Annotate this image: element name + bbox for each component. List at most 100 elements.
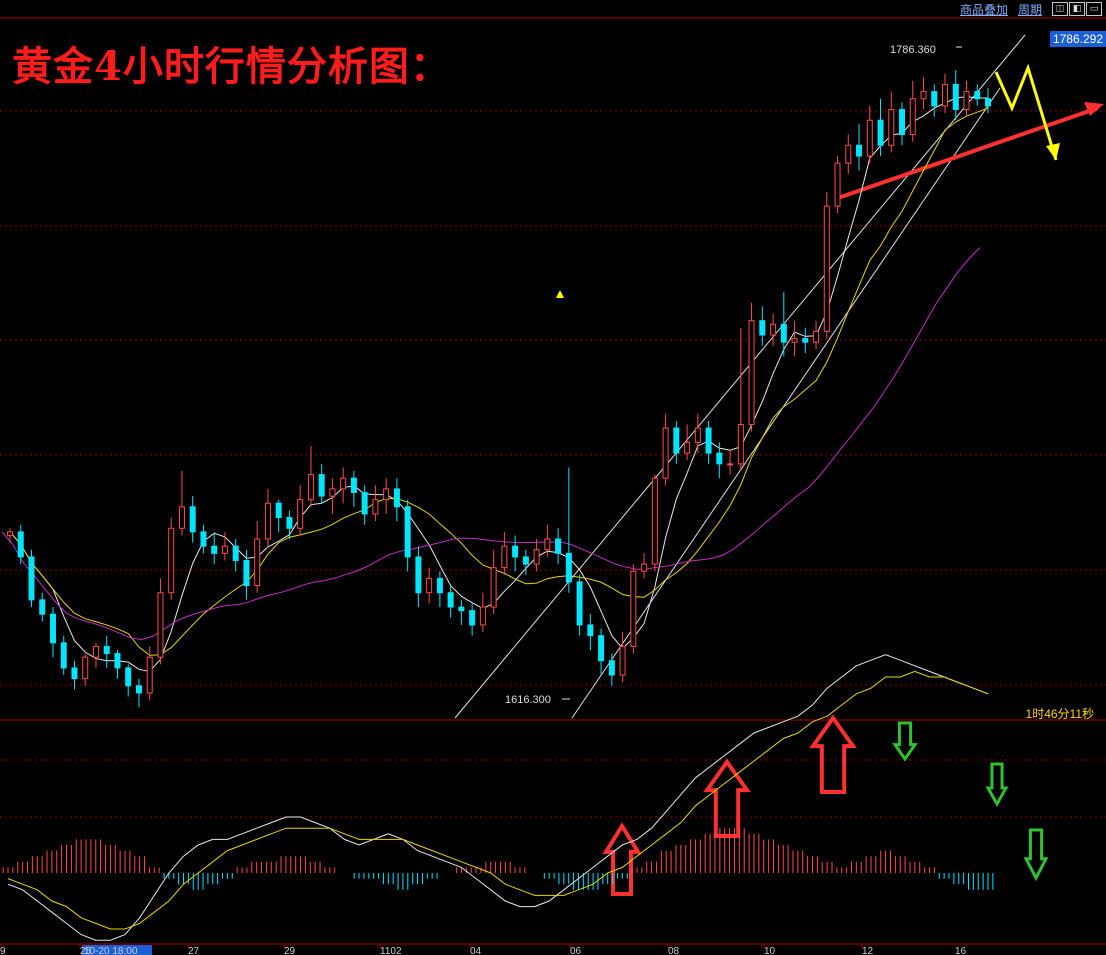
candle-up — [630, 570, 637, 647]
yellow-projection-line — [994, 63, 1058, 161]
x-axis-label: 12 — [862, 946, 874, 955]
candle-up — [920, 91, 927, 100]
red-up-arrow — [809, 714, 857, 794]
candle-down — [952, 83, 959, 110]
candle-down — [404, 506, 411, 558]
yellow-arrowhead — [1046, 143, 1060, 160]
low-price-label: 1616.300 — [505, 694, 551, 706]
candle-down — [587, 624, 594, 637]
candle-down — [211, 545, 218, 554]
layout-icon[interactable]: ◫ — [1052, 2, 1068, 16]
candle-up — [544, 538, 551, 551]
candle-up — [340, 477, 347, 490]
candle-up — [641, 563, 648, 572]
candle-down — [576, 581, 583, 626]
candle-up — [770, 323, 777, 336]
candle-up — [479, 606, 486, 626]
candle-down — [28, 556, 35, 601]
channel-lower-line — [571, 87, 1001, 719]
candle-up — [813, 330, 820, 343]
annotation-arrows — [602, 63, 1060, 896]
candle-up — [942, 83, 949, 107]
yellow-marker — [556, 290, 564, 298]
candle-down — [522, 556, 529, 565]
countdown-timer: 1时46分11秒 — [1025, 707, 1094, 721]
candle-down — [135, 685, 142, 694]
candle-down — [759, 320, 766, 336]
candle-down — [899, 108, 906, 136]
candle-down — [436, 577, 443, 594]
ma12-line — [9, 107, 989, 656]
candle-down — [598, 635, 605, 662]
top-toolbar: 商品叠加 周期 ◫ ◧ ▭ — [960, 0, 1106, 18]
candle-up — [834, 162, 841, 207]
candle-up — [297, 499, 304, 529]
candle-down — [447, 592, 454, 608]
x-axis-label: 29 — [284, 946, 296, 955]
candle-up — [684, 441, 691, 454]
candle-up — [791, 338, 798, 343]
candle-up — [372, 499, 379, 515]
candle-up — [82, 656, 89, 680]
candle-up — [307, 474, 314, 501]
x-axis-label: 06 — [570, 946, 582, 955]
candle-down — [350, 477, 357, 493]
green-down-arrow — [985, 762, 1009, 808]
candle-down — [60, 642, 67, 669]
candle-up — [426, 577, 433, 594]
candle-down — [985, 98, 991, 107]
candle-down — [512, 545, 519, 558]
candle-down — [318, 474, 325, 497]
candle-down — [931, 91, 938, 107]
channel-upper-line — [454, 34, 1026, 719]
candle-up — [866, 119, 873, 157]
candle-up — [264, 502, 271, 540]
split-icon[interactable]: ◧ — [1069, 2, 1085, 16]
candle-up — [157, 592, 164, 658]
candle-down — [469, 610, 476, 626]
candle-down — [673, 427, 680, 454]
candle-up — [329, 488, 336, 497]
candle-up — [888, 108, 895, 146]
candle-down — [39, 599, 46, 615]
x-axis-label: 9 — [0, 946, 6, 955]
current-price-tag: 1786.292 — [1049, 31, 1106, 47]
candle-down — [275, 502, 282, 519]
candle-up — [727, 463, 734, 466]
candle-up — [748, 320, 755, 425]
candle-down — [17, 531, 24, 558]
candle-up — [845, 144, 852, 164]
candle-up — [7, 531, 13, 536]
macd-panel — [2, 654, 994, 941]
chart-title: 黄金4小时行情分析图： — [12, 43, 451, 90]
period-link[interactable]: 周期 — [1017, 2, 1042, 17]
x-axis-label: 04 — [470, 946, 482, 955]
candle-down — [458, 606, 465, 612]
x-axis-label-highlight — [82, 945, 152, 955]
ma5-line — [9, 96, 988, 673]
candle-down — [565, 552, 572, 583]
candle-down — [243, 560, 250, 587]
candle-down — [125, 667, 132, 687]
x-axis-label: 10-20 18:00 — [84, 946, 138, 955]
trend-lines — [454, 34, 1104, 719]
candle-up — [168, 527, 175, 594]
candle-up — [963, 91, 970, 110]
candle-down — [393, 488, 400, 508]
red-trend-arrowhead — [1084, 102, 1104, 116]
candle-up — [254, 538, 261, 587]
green-down-arrow — [1023, 828, 1049, 882]
x-axis-label: 1102 — [380, 946, 402, 955]
candle-down — [877, 119, 884, 146]
candlesticks — [7, 70, 991, 708]
green-down-arrow — [892, 721, 918, 762]
x-axis-label: 27 — [188, 946, 200, 955]
candle-up — [909, 98, 916, 136]
restore-icon[interactable]: ▭ — [1086, 2, 1102, 16]
candle-up — [178, 506, 185, 529]
candle-down — [705, 427, 712, 454]
overlay-link[interactable]: 商品叠加 — [959, 2, 1008, 17]
candle-down — [415, 556, 422, 594]
candle-down — [286, 517, 293, 529]
candle-down — [49, 613, 56, 644]
